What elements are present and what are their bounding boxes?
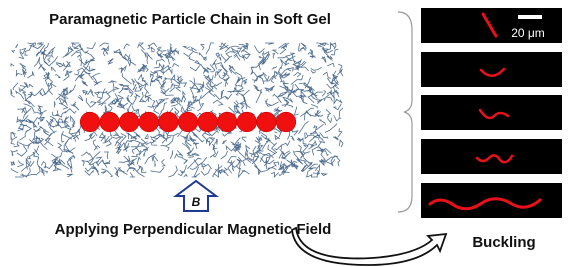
- particle: [276, 112, 296, 132]
- particle: [217, 112, 237, 132]
- particle-chain: [80, 112, 296, 132]
- title: Paramagnetic Particle Chain in Soft Gel: [49, 11, 331, 28]
- scale-bar-label: 20 μm: [511, 26, 545, 40]
- particle: [178, 112, 198, 132]
- particle: [100, 112, 120, 132]
- field-caption: Applying Perpendicular Magnetic Field: [55, 221, 332, 238]
- micrograph-panels: 20 μm: [421, 8, 562, 218]
- particle: [198, 112, 218, 132]
- panel: [421, 95, 562, 130]
- particle: [80, 112, 100, 132]
- result-label: Buckling: [472, 234, 535, 251]
- gel-network: [11, 43, 343, 177]
- particle: [237, 112, 257, 132]
- field-symbol: B: [192, 195, 201, 209]
- bracket: [398, 12, 412, 212]
- particle: [119, 112, 139, 132]
- gel-fibers: [11, 43, 343, 177]
- scale-bar: [518, 15, 542, 19]
- panel: [421, 52, 562, 87]
- particle: [257, 112, 277, 132]
- figure: Paramagnetic Particle Chain in Soft Gel …: [0, 0, 572, 267]
- particle: [159, 112, 179, 132]
- particle: [139, 112, 159, 132]
